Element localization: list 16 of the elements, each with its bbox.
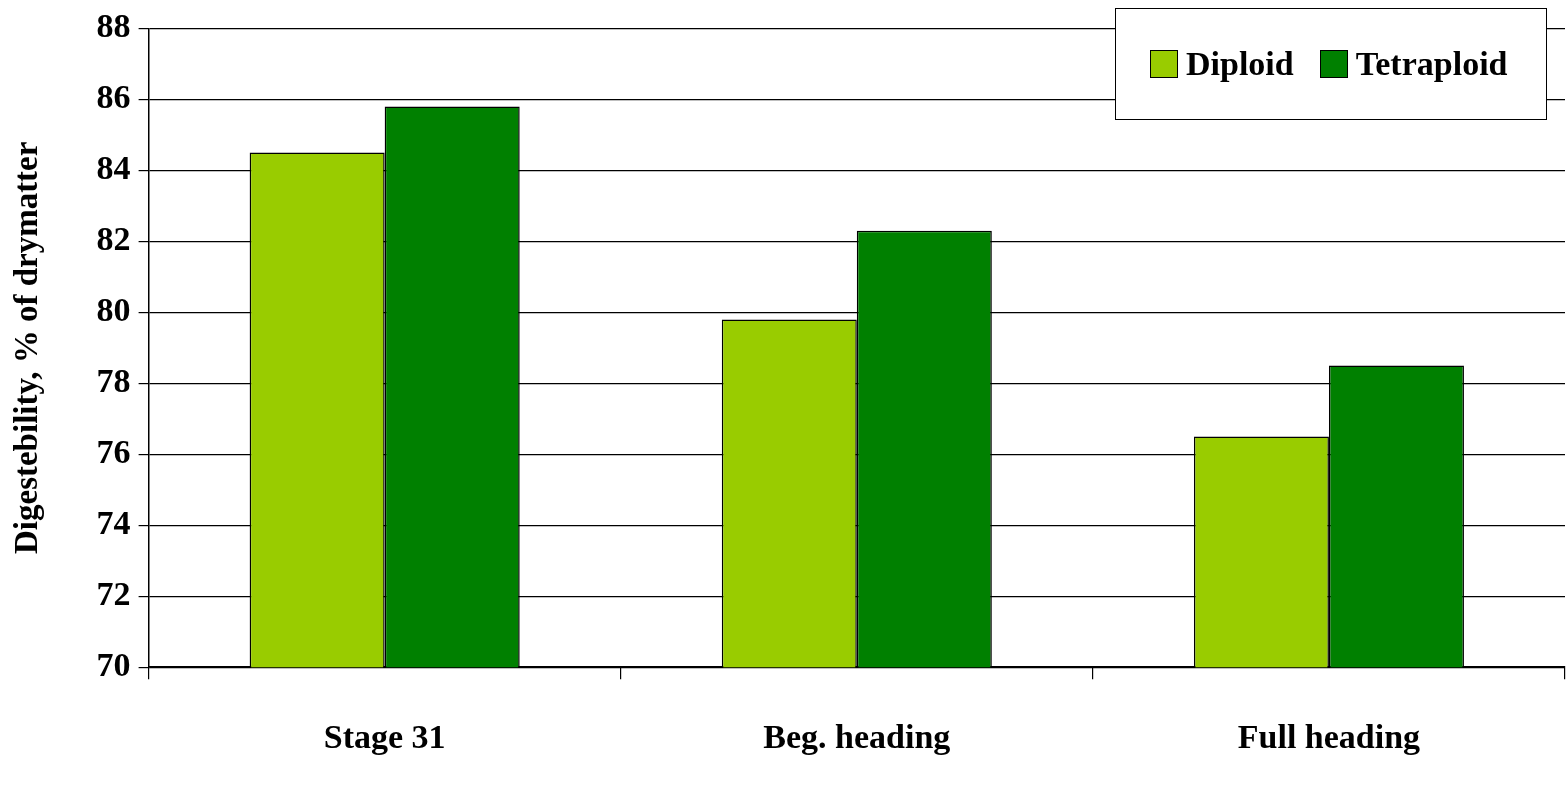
x-tick-label: Full heading: [1237, 718, 1421, 756]
y-tick-label: 88: [96, 7, 131, 45]
y-tick-label: 84: [96, 149, 131, 187]
y-tick-label: 76: [96, 433, 131, 471]
y-tick-label: 74: [96, 504, 131, 542]
y-tick-label: 80: [96, 291, 131, 329]
y-tick-label: 72: [96, 575, 131, 612]
y-tick-label: 78: [96, 362, 131, 400]
y-tick-label: 82: [96, 220, 131, 258]
x-tick-label: Beg. heading: [763, 718, 951, 756]
legend-label: Diploid: [1186, 45, 1294, 84]
y-axis-title: Digestebility, % of drymatter: [8, 141, 45, 554]
x-tick-label: Stage 31: [323, 718, 446, 756]
y-tick-label: 70: [96, 645, 131, 683]
legend-label: Tetraploid: [1355, 45, 1508, 84]
y-tick-label: 86: [96, 78, 131, 116]
